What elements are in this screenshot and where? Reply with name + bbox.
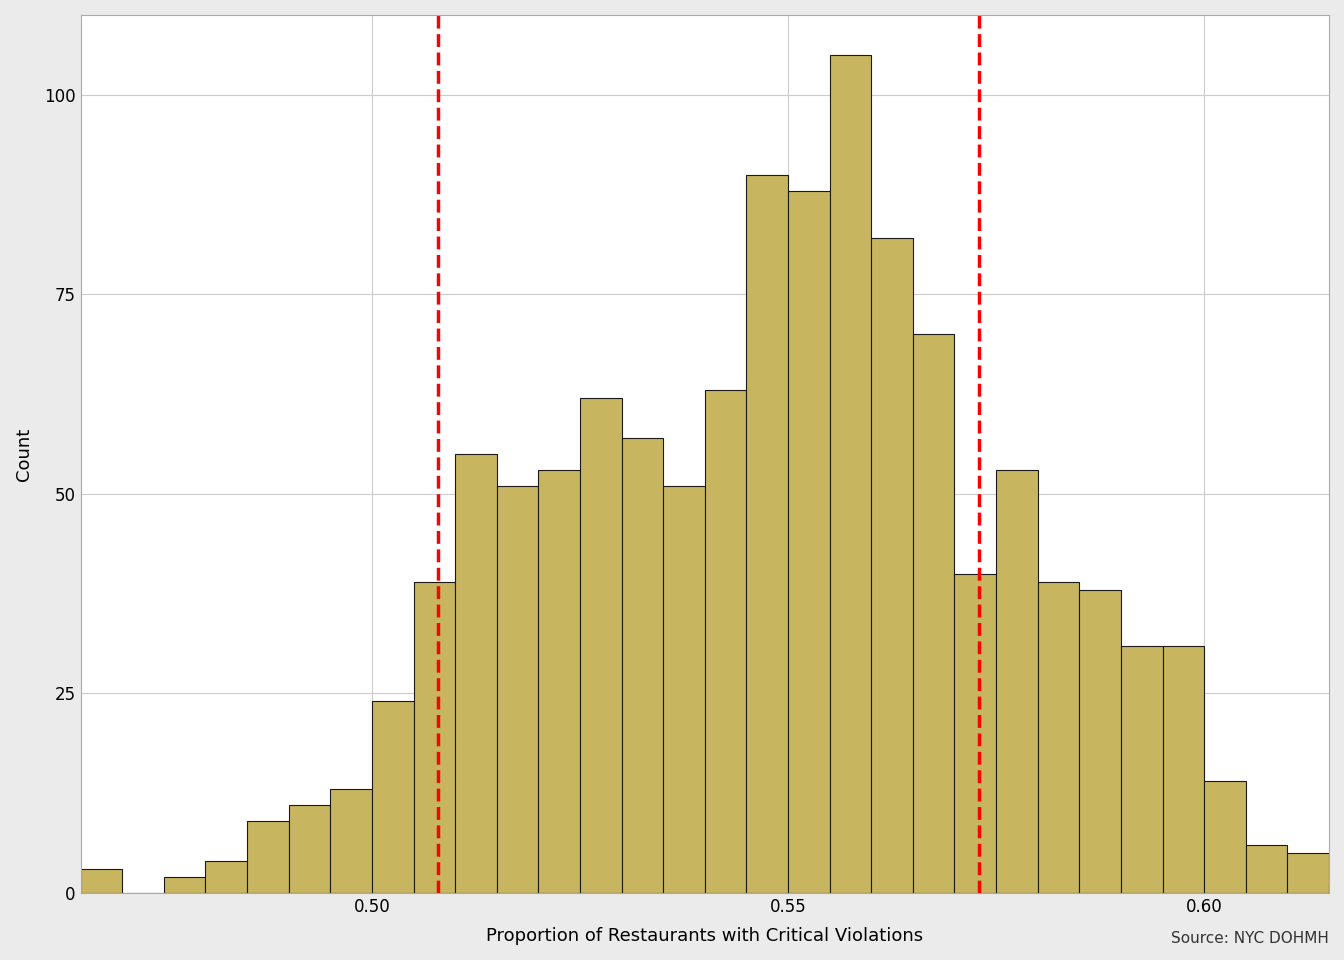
Bar	[996, 470, 1038, 893]
Bar	[456, 454, 497, 893]
Bar	[746, 175, 788, 893]
Bar	[788, 191, 829, 893]
Bar	[1163, 645, 1204, 893]
Bar	[247, 821, 289, 893]
Bar	[331, 789, 372, 893]
Bar	[1246, 845, 1288, 893]
Bar	[1204, 781, 1246, 893]
Bar	[1079, 589, 1121, 893]
Text: Source: NYC DOHMH: Source: NYC DOHMH	[1171, 931, 1329, 947]
Y-axis label: Count: Count	[15, 427, 34, 481]
Bar	[871, 238, 913, 893]
Bar	[829, 55, 871, 893]
Bar	[1038, 582, 1079, 893]
Bar	[206, 861, 247, 893]
Bar	[1121, 645, 1163, 893]
Bar	[372, 702, 414, 893]
Bar	[497, 486, 539, 893]
Bar	[1329, 885, 1344, 893]
Bar	[539, 470, 581, 893]
Bar	[913, 334, 954, 893]
Bar	[954, 574, 996, 893]
Bar	[704, 390, 746, 893]
Bar	[164, 877, 206, 893]
Bar	[81, 869, 122, 893]
Bar	[1288, 853, 1329, 893]
Bar	[621, 438, 663, 893]
Bar	[414, 582, 456, 893]
Bar	[581, 398, 621, 893]
Bar	[289, 805, 331, 893]
Bar	[663, 486, 704, 893]
X-axis label: Proportion of Restaurants with Critical Violations: Proportion of Restaurants with Critical …	[487, 927, 923, 945]
